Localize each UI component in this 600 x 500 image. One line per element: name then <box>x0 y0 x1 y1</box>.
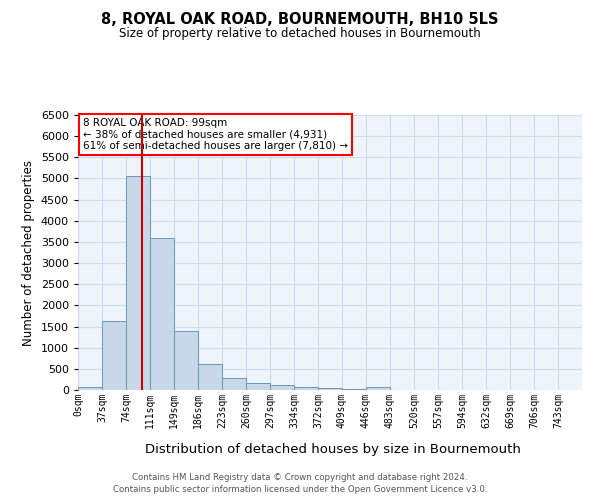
Bar <box>126 176 150 390</box>
Bar <box>222 378 246 390</box>
Bar <box>246 384 270 390</box>
Text: 8 ROYAL OAK ROAD: 99sqm
← 38% of detached houses are smaller (4,931)
61% of semi: 8 ROYAL OAK ROAD: 99sqm ← 38% of detache… <box>83 118 348 151</box>
Text: 8, ROYAL OAK ROAD, BOURNEMOUTH, BH10 5LS: 8, ROYAL OAK ROAD, BOURNEMOUTH, BH10 5LS <box>101 12 499 28</box>
Y-axis label: Number of detached properties: Number of detached properties <box>22 160 35 346</box>
Bar <box>102 321 126 390</box>
Bar <box>270 385 294 390</box>
Text: Contains HM Land Registry data © Crown copyright and database right 2024.: Contains HM Land Registry data © Crown c… <box>132 472 468 482</box>
Bar <box>174 331 198 390</box>
Text: Distribution of detached houses by size in Bournemouth: Distribution of detached houses by size … <box>145 442 521 456</box>
Bar <box>342 388 366 390</box>
Text: Contains public sector information licensed under the Open Government Licence v3: Contains public sector information licen… <box>113 485 487 494</box>
Text: Size of property relative to detached houses in Bournemouth: Size of property relative to detached ho… <box>119 28 481 40</box>
Bar <box>294 387 318 390</box>
Bar <box>78 387 102 390</box>
Bar <box>198 364 222 390</box>
Bar <box>318 388 342 390</box>
Bar <box>150 238 174 390</box>
Bar <box>366 387 390 390</box>
